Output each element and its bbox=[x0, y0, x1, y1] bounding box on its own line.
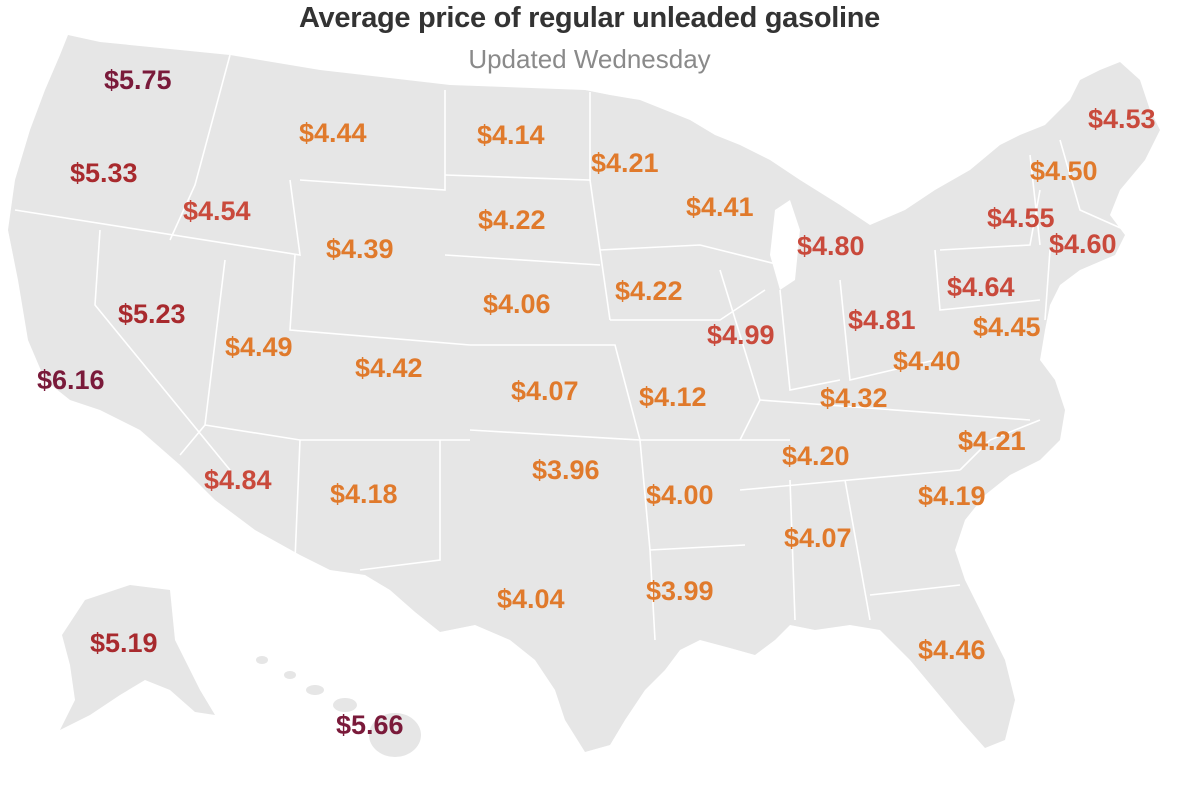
price-label-wv: $4.40 bbox=[893, 346, 961, 376]
price-label-la: $3.99 bbox=[646, 576, 714, 606]
price-label-ny: $4.55 bbox=[987, 203, 1055, 233]
price-label-nm: $4.18 bbox=[330, 479, 398, 509]
price-label-wa: $5.75 bbox=[104, 65, 172, 95]
price-label-wy: $4.39 bbox=[326, 234, 394, 264]
hawaii-shape bbox=[256, 656, 421, 757]
price-label-or: $5.33 bbox=[70, 158, 138, 188]
price-label-fl: $4.46 bbox=[918, 635, 986, 665]
price-label-az: $4.84 bbox=[204, 465, 272, 495]
price-label-ut: $4.49 bbox=[225, 332, 293, 362]
price-label-ar: $4.00 bbox=[646, 480, 714, 510]
price-label-oh: $4.64 bbox=[947, 272, 1015, 302]
price-label-nc: $4.21 bbox=[958, 426, 1026, 456]
price-label-ky: $4.32 bbox=[820, 383, 888, 413]
alaska-shape bbox=[60, 585, 215, 730]
price-label-vt: $4.50 bbox=[1030, 156, 1098, 186]
price-label-ks: $4.07 bbox=[511, 376, 579, 406]
price-label-mn: $4.21 bbox=[591, 148, 659, 178]
price-label-va: $4.21 bbox=[958, 426, 1026, 456]
lake-michigan-shape bbox=[770, 200, 800, 290]
price-label-il: $4.99 bbox=[707, 320, 775, 350]
price-label-tx: $4.04 bbox=[497, 584, 565, 614]
price-label-mi: $4.80 bbox=[797, 231, 865, 261]
price-label-ca: $6.16 bbox=[37, 365, 105, 395]
price-label-ak: $5.19 bbox=[90, 628, 158, 658]
map-title: Average price of regular unleaded gasoli… bbox=[298, 2, 880, 34]
price-label-wi: $4.41 bbox=[686, 192, 754, 222]
price-label-ne: $4.06 bbox=[483, 289, 551, 319]
price-label-co: $4.42 bbox=[355, 353, 423, 383]
price-label-sd: $4.22 bbox=[478, 205, 546, 235]
price-label-ms: $4.07 bbox=[784, 523, 852, 553]
contiguous-us-shape bbox=[8, 35, 1160, 752]
price-label-nv: $5.23 bbox=[118, 299, 186, 329]
state-borders bbox=[14, 54, 1126, 641]
price-label-id: $4.54 bbox=[183, 196, 251, 226]
price-label-tn: $4.20 bbox=[782, 441, 850, 471]
price-label-in: $4.81 bbox=[848, 305, 916, 335]
price-label-nj: $4.60 bbox=[1049, 229, 1117, 259]
price-label-nd: $4.14 bbox=[477, 120, 545, 150]
price-label-hi: $5.66 bbox=[336, 710, 404, 740]
price-label-mo: $4.12 bbox=[639, 382, 707, 412]
price-label-mt: $4.44 bbox=[299, 118, 367, 148]
price-label-me: $4.53 bbox=[1088, 104, 1156, 134]
price-label-ia: $4.22 bbox=[615, 276, 683, 306]
price-label-ok: $3.96 bbox=[532, 455, 600, 485]
price-label-pa: $4.45 bbox=[973, 312, 1041, 342]
map-subtitle: Updated Wednesday bbox=[468, 44, 711, 74]
price-label-sc: $4.19 bbox=[918, 481, 986, 511]
